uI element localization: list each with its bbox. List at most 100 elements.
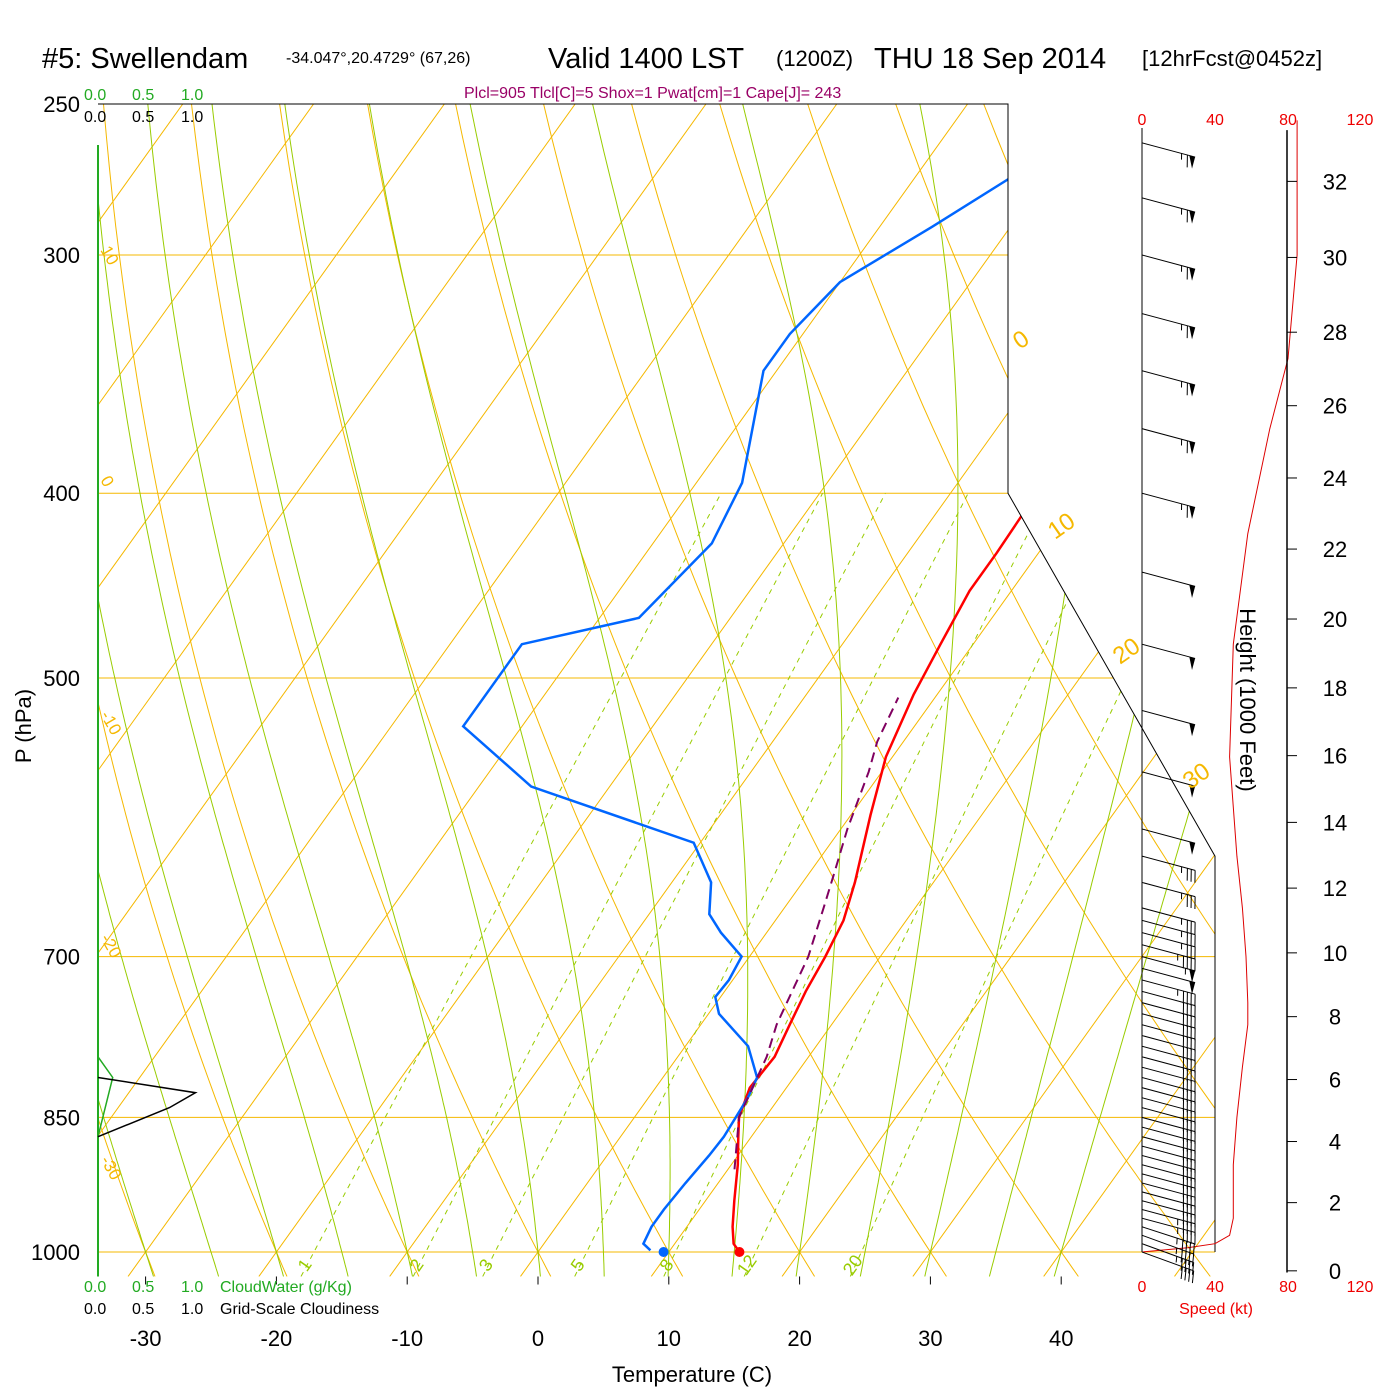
wind-barb-staff [1141, 956, 1196, 972]
wind-barb-flag [1189, 723, 1196, 737]
wind-barb [1141, 428, 1196, 455]
wind-barb [1141, 855, 1196, 883]
pressure-tick-label: 400 [43, 481, 80, 506]
cloudwater-tick-2: 1.0 [181, 87, 203, 104]
cloudiness-tick-2: 1.0 [181, 109, 203, 126]
moist-adiabat [742, 104, 843, 1277]
y-axis-title: P (hPa) [11, 689, 36, 763]
wind-barb [1141, 1024, 1196, 1052]
wind-barb [1141, 1045, 1196, 1073]
height-tick-label: 20 [1323, 607, 1347, 632]
cloudwater-bottom-tick-0: 0.0 [84, 1279, 106, 1296]
pressure-tick-label: 250 [43, 92, 80, 117]
moist-adiabat [924, 104, 1104, 1277]
wind-barb-full [1192, 1243, 1195, 1257]
wind-barb [1141, 1226, 1195, 1257]
dry-adiabat [98, 104, 156, 1277]
wind-barb-flag [1189, 210, 1196, 224]
wind-barb-full [1180, 1266, 1183, 1280]
wind-barb-full [1191, 1270, 1195, 1284]
cloudiness-tick-0: 0.0 [84, 109, 106, 126]
wind-barb-staff [1141, 313, 1196, 329]
x-axis-title: Temperature (C) [612, 1362, 772, 1387]
zulu-time: (1200Z) [776, 46, 853, 71]
wind-barb [1141, 990, 1196, 1018]
x-tick-label: 20 [787, 1326, 811, 1351]
height-tick-label: 24 [1323, 466, 1347, 491]
wind-barb-flag [1189, 505, 1196, 520]
wind-barb-flag [1189, 969, 1196, 983]
wind-barb-flag [1189, 267, 1196, 281]
mixing-ratio-label: 2 [406, 1255, 428, 1275]
speed-top-tick-1: 40 [1206, 112, 1224, 129]
pressure-tick-label: 500 [43, 666, 80, 691]
height-tick-label: 0 [1329, 1259, 1341, 1284]
dry-adiabat [279, 104, 684, 1277]
wind-barb-flag [1189, 441, 1196, 455]
mixing-ratio-line [849, 492, 1215, 1277]
wind-barb [1141, 1013, 1196, 1041]
wind-barb [1141, 370, 1196, 397]
mixing-ratio-label: 1 [294, 1255, 316, 1275]
moist-adiabat [98, 104, 349, 1277]
wind-barb-staff [1141, 370, 1196, 386]
cloudiness-bottom-tick-1: 0.5 [132, 1301, 154, 1318]
wind-barb [1141, 967, 1196, 995]
moist-adiabat [469, 104, 671, 1277]
wind-barb [1141, 643, 1196, 671]
wind-barb-staff [1141, 1126, 1196, 1142]
wind-barb-staff [1141, 1145, 1196, 1161]
height-tick-label: 22 [1323, 537, 1347, 562]
wind-barb-staff [1141, 1107, 1196, 1123]
x-tick-label: 10 [657, 1326, 681, 1351]
isotherm [781, 104, 1215, 1277]
mixing-ratio-line [412, 492, 824, 1277]
height-tick-label: 18 [1323, 676, 1347, 701]
isotherm [650, 104, 1215, 1277]
mixing-ratio-label: 8 [656, 1255, 678, 1275]
wind-barb [1141, 492, 1196, 520]
wind-barb-staff [1141, 1182, 1196, 1198]
dry-adiabat-label: 0 [1008, 325, 1034, 355]
wind-barb-staff [1141, 1077, 1196, 1093]
wind-barb-staff [1141, 979, 1196, 995]
speed-axis-label: Speed (kt) [1179, 1301, 1253, 1318]
wind-barb-staff [1141, 492, 1196, 508]
wind-barb [1141, 944, 1196, 972]
isotherm [389, 104, 1215, 1277]
wind-barb-staff [1141, 1155, 1196, 1171]
moist-adiabat-label: 0 [97, 473, 118, 491]
cloud-water-line [97, 1056, 114, 1137]
plot-frame [98, 103, 1216, 1252]
moist-adiabat [284, 104, 541, 1277]
speed-top-tick-2: 80 [1279, 112, 1297, 129]
wind-barb-staff [1141, 1045, 1196, 1061]
wind-barb-flag [1189, 656, 1196, 671]
dry-adiabat [631, 104, 1211, 1277]
height-tick-label: 2 [1329, 1191, 1341, 1216]
wind-barb [1141, 571, 1196, 598]
x-tick-label: -30 [130, 1326, 162, 1351]
dry-adiabat [455, 104, 947, 1277]
wind-barb [1141, 254, 1196, 281]
cloudwater-tick-1: 0.5 [132, 87, 154, 104]
wind-barb [1141, 197, 1196, 224]
x-tick-label: 30 [918, 1326, 942, 1351]
wind-barb-staff [1141, 1136, 1196, 1152]
surface-temperature-dot [734, 1247, 745, 1257]
moist-adiabat-label: -10 [97, 708, 126, 739]
height-tick-label: 6 [1329, 1068, 1341, 1093]
speed-bottom-tick-0: 0 [1138, 1279, 1147, 1296]
height-tick-label: 26 [1323, 394, 1347, 419]
speed-bottom-tick-1: 40 [1206, 1279, 1224, 1296]
wind-barb-half [1175, 1256, 1178, 1263]
height-tick-label: 32 [1323, 169, 1347, 194]
wind-barb [1141, 1056, 1196, 1084]
wind-barb-staff [1141, 907, 1196, 923]
wind-barb-full [1181, 1240, 1184, 1253]
pressure-tick-label: 700 [43, 945, 80, 970]
wind-barb [1141, 1066, 1196, 1094]
pressure-tick-label: 300 [43, 243, 80, 268]
wind-barb [1141, 932, 1196, 960]
